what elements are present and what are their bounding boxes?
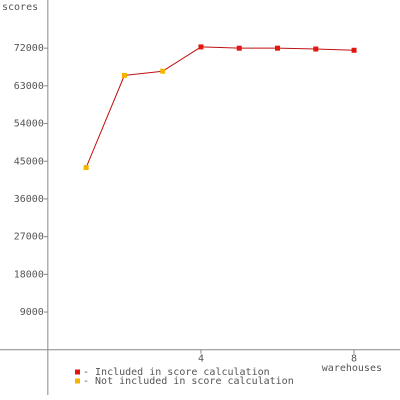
y-tick-label: 36000 [14,194,44,205]
series-line [85,70,163,168]
y-tick-label: 27000 [14,232,44,243]
point [275,45,281,51]
y-tick-label: 54000 [14,119,44,130]
point [351,47,357,53]
y-axis-label: scores [2,2,38,13]
y-tick-label: 45000 [14,156,44,167]
y-tick-label: 63000 [14,81,44,92]
legend-marker [75,369,80,375]
legend-label: - Included in score calculation [83,367,270,378]
x-tick-label: 4 [198,354,204,365]
point [83,165,89,171]
x-tick-label: 8 [351,354,357,365]
legend-label: - Not included in score calculation [83,376,294,387]
point [198,44,204,50]
point [160,68,166,74]
point [236,45,242,51]
connector [162,46,202,72]
y-tick-label: 18000 [14,269,44,280]
y-tick-label: 9000 [20,307,44,318]
legend-marker [75,378,80,384]
point [313,46,319,52]
y-tick-label: 72000 [14,43,44,54]
x-axis-label: warehouses [322,363,382,374]
point [121,72,127,78]
